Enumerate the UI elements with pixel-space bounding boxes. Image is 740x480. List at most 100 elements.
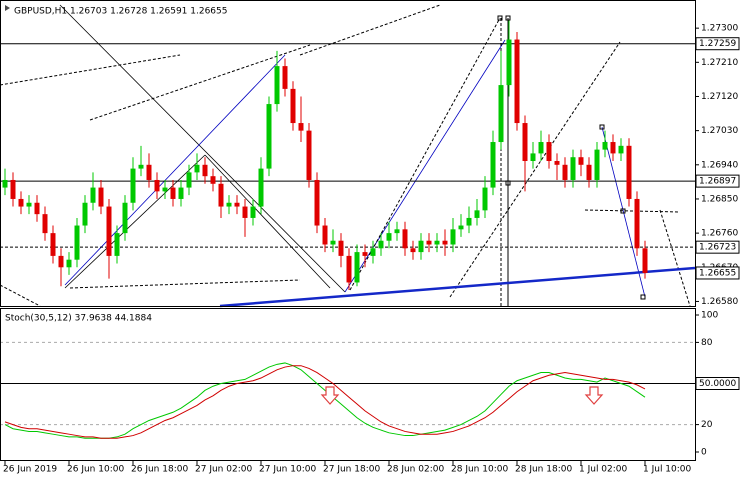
candle-body	[370, 248, 376, 256]
candle-body	[418, 240, 424, 253]
candle-body	[90, 187, 96, 203]
drawings	[0, 4, 696, 308]
stoch-line	[4, 365, 646, 439]
candle-body	[442, 240, 448, 245]
price-label: 1.26723	[699, 243, 736, 253]
candle-body	[138, 164, 144, 169]
candle-body	[226, 202, 232, 207]
candle-body	[610, 142, 616, 154]
candle-body	[66, 259, 72, 268]
candle-body	[210, 176, 216, 184]
candle-body	[490, 142, 496, 188]
candle-body	[402, 229, 408, 249]
x-tick-label: 27 Jun 02:00	[195, 465, 252, 475]
trend-line	[64, 154, 206, 289]
channel-line	[584, 209, 681, 213]
candle-body	[474, 210, 480, 218]
candle-body	[34, 202, 40, 215]
price-label: 1.27259	[699, 39, 736, 49]
anchor-point	[599, 124, 605, 130]
candle-body	[194, 164, 200, 173]
y-tick-label: 1.26580	[701, 297, 738, 307]
support-line	[219, 266, 696, 308]
candle-body	[314, 179, 320, 226]
candle-body	[378, 240, 384, 249]
candle-body	[618, 145, 624, 154]
price-label: 1.26897	[699, 177, 736, 187]
candle-body	[530, 153, 536, 162]
candle-body	[242, 206, 248, 218]
indicator-title: Stoch(30,5,12) 37.9638 44.1884	[5, 314, 152, 324]
candle-body	[578, 157, 584, 165]
candle-body	[50, 233, 56, 256]
x-tick-label: 28 Jun 18:00	[515, 465, 572, 475]
y-tick-label: 1.27030	[701, 126, 738, 136]
candle-body	[250, 206, 256, 218]
candle-body	[586, 164, 592, 180]
candle-body	[234, 202, 240, 207]
x-tick-label: 26 Jun 2019	[3, 465, 57, 475]
channel-line	[0, 54, 181, 86]
candle-body	[570, 157, 576, 180]
y-tick-label: 1.27300	[701, 24, 738, 34]
chart-title: GBPUSD,H1 1.26703 1.26728 1.26591 1.2665…	[14, 7, 227, 17]
y-tick-label: 1.26940	[701, 160, 738, 170]
signal-arrows	[320, 386, 604, 405]
candle-body	[74, 225, 80, 260]
candle-body	[450, 229, 456, 245]
stoch-frame	[0, 308, 696, 461]
candle-body	[162, 187, 168, 192]
y-tick-label: 1.27120	[701, 92, 738, 102]
candle-body	[522, 123, 528, 162]
candle-body	[626, 145, 632, 199]
candle-body	[426, 240, 432, 245]
level-label: 50.0000	[699, 379, 736, 389]
candle-body	[2, 179, 8, 188]
trend-line	[204, 154, 331, 289]
anchor-point	[640, 294, 646, 300]
candle-body	[354, 252, 360, 283]
candle-body	[562, 164, 568, 180]
x-tick-label: 1 Jul 02:00	[579, 465, 628, 475]
candle-body	[186, 172, 192, 188]
candle-body	[514, 39, 520, 124]
candle-body	[330, 240, 336, 245]
y-tick-label: 1.26760	[701, 229, 738, 239]
candle-body	[282, 66, 288, 89]
candle-body	[482, 187, 488, 211]
candle-body	[18, 198, 24, 207]
x-tick-label: 28 Jun 10:00	[451, 465, 508, 475]
candle-body	[554, 161, 560, 165]
candle-body	[122, 202, 128, 234]
anchor-point	[505, 15, 511, 21]
candle-body	[546, 142, 552, 162]
candle-body	[82, 202, 88, 226]
y-tick-label: 100	[701, 311, 718, 321]
candle-body	[114, 233, 120, 256]
channel-line	[0, 284, 41, 307]
candle-body	[58, 255, 64, 268]
x-tick-label: 26 Jun 18:00	[131, 465, 188, 475]
candle-body	[146, 164, 152, 180]
candle-body	[290, 88, 296, 124]
candle-body	[538, 142, 544, 154]
candle-body	[458, 225, 464, 230]
channel-line	[69, 279, 301, 289]
trend-line	[59, 4, 346, 293]
candle-body	[322, 225, 328, 245]
x-tick-label: 26 Jun 10:00	[67, 465, 124, 475]
y-tick-label: 1.26850	[701, 194, 738, 204]
trend-line	[601, 126, 646, 298]
candle-body	[634, 198, 640, 249]
y-tick-label: 0	[701, 448, 707, 458]
candle-body	[170, 187, 176, 199]
symbol-icon	[5, 5, 10, 11]
anchor-point	[497, 15, 503, 21]
candle-body	[154, 179, 160, 192]
candle-body	[298, 123, 304, 131]
candle-body	[394, 229, 400, 234]
x-tick-label: 1 Jul 10:00	[643, 465, 692, 475]
y-tick-label: 80	[701, 338, 713, 348]
